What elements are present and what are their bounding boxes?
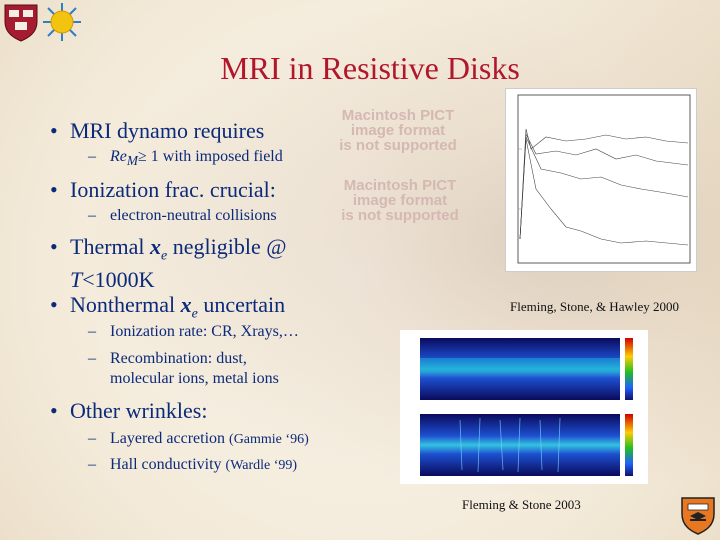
- stress-history-plot-image: [505, 88, 697, 272]
- sub-bullet-recombination: – Recombination: dust, molecular ions, me…: [88, 350, 279, 387]
- bullet-other-wrinkles: • Other wrinkles:: [50, 398, 208, 423]
- slide-title: MRI in Resistive Disks: [220, 50, 520, 86]
- bullet-thermal: • Thermal xe negligible @ T<1000K: [50, 234, 287, 293]
- caption-fleming-stone-hawley: Fleming, Stone, & Hawley 2000: [510, 299, 679, 314]
- bullet-ionization: • Ionization frac. crucial:: [50, 177, 276, 202]
- princeton-shield-icon: [681, 497, 715, 535]
- sub-bullet-layered: – Layered accretion (Gammie ‘96): [88, 430, 309, 447]
- pict-placeholder-1: Macintosh PICT image format is not suppo…: [339, 107, 457, 154]
- harvard-shield-icon: [4, 4, 38, 42]
- sub-bullet-ionization-rate: – Ionization rate: CR, Xrays,…: [88, 323, 299, 340]
- sub-bullet-re-m: – ReM≥ 1 with imposed field: [88, 148, 283, 169]
- simulation-image: [400, 330, 648, 484]
- pict-placeholder-2: Macintosh PICT image format is not suppo…: [341, 177, 459, 224]
- bullet-nonthermal: • Nonthermal xe uncertain: [50, 292, 286, 322]
- caption-fleming-stone: Fleming & Stone 2003: [462, 497, 581, 512]
- sub-bullet-hall: – Hall conductivity (Wardle ‘99): [88, 456, 298, 473]
- bullet-mri-dynamo: • MRI dynamo requires: [50, 118, 265, 143]
- sub-bullet-electron: – electron-neutral collisions: [88, 207, 277, 224]
- sun-icon: [43, 3, 81, 41]
